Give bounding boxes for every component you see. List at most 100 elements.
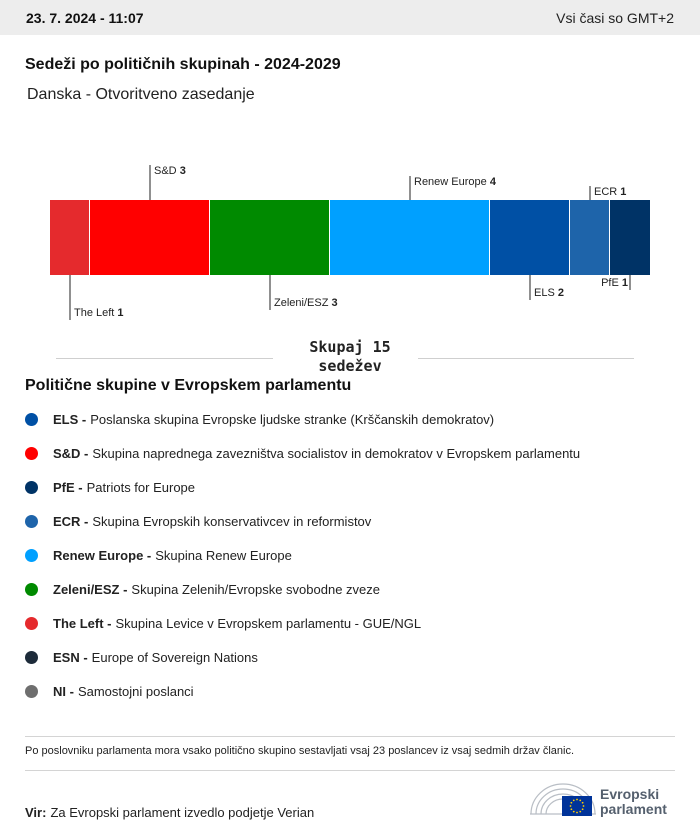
legend-name: Skupina Levice v Evropskem parlamentu - … xyxy=(115,615,422,631)
legend-dot-icon xyxy=(25,412,38,426)
bar-label-name-s-d: S&D xyxy=(154,165,180,177)
legend-abbr: Renew Europe - xyxy=(53,547,152,563)
eu-stars-icon xyxy=(569,798,585,814)
bar-label-value-els: 2 xyxy=(558,287,564,299)
legend-title: Politične skupine v Evropskem parlamentu xyxy=(25,377,352,394)
bar-label-s-d: S&D 3 xyxy=(154,165,186,177)
bar-label-name-the-left: The Left xyxy=(74,307,117,319)
bar-segment-the-left xyxy=(50,200,89,275)
eu-star xyxy=(579,810,582,813)
legend-dot-icon xyxy=(25,514,38,528)
bar-label-name-renew-europe: Renew Europe xyxy=(414,176,490,188)
legend-item: Renew Europe - Skupina Renew Europe xyxy=(25,538,580,572)
bar-segment-s-d xyxy=(90,200,209,275)
eu-star xyxy=(582,805,585,807)
legend-name: Skupina Renew Europe xyxy=(155,547,292,563)
legend-abbr: PfE - xyxy=(53,479,83,495)
bar-label-value-zeleni-esz: 3 xyxy=(331,297,337,309)
eu-star xyxy=(572,810,575,813)
bar-segment-ecr xyxy=(570,200,609,275)
legend-item: Zeleni/ESZ - Skupina Zelenih/Evropske svo… xyxy=(25,572,580,606)
chart-subtitle: Danska - Otvoritveno zasedanje xyxy=(27,86,255,103)
bar-label-renew-europe: Renew Europe 4 xyxy=(414,176,497,188)
logo-line-1: Evropski xyxy=(600,786,660,802)
logo-line-2: parlament xyxy=(600,801,667,817)
legend-dot-icon xyxy=(25,684,38,698)
total-seats-unit: sedežev xyxy=(318,357,382,375)
bar-label-name-zeleni-esz: Zeleni/ESZ xyxy=(274,297,331,309)
bar-label-value-pfe: 1 xyxy=(622,277,628,289)
bar-label-value-renew-europe: 4 xyxy=(490,176,497,188)
legend-abbr: S&D - xyxy=(53,445,89,461)
logo-text: Evropski parlament xyxy=(600,787,667,817)
eu-star xyxy=(579,799,582,802)
source: Vir: Za Evropski parlament izvedlo podjet… xyxy=(25,805,314,820)
bar-label-zeleni-esz: Zeleni/ESZ 3 xyxy=(274,297,338,309)
legend-name: Skupina Zelenih/Evropske svobodne zveze xyxy=(131,581,380,597)
legend-item: ECR - Skupina Evropskih konservativcev in… xyxy=(25,504,580,538)
bar-label-the-left: The Left 1 xyxy=(74,307,124,319)
legend-name: Poslanska skupina Evropske ljudske stran… xyxy=(90,411,495,427)
legend-item: PfE - Patriots for Europe xyxy=(25,470,580,504)
legend-dot-icon xyxy=(25,480,38,494)
eu-star xyxy=(581,808,584,811)
legend-dot-icon xyxy=(25,616,38,630)
chart-title: Sedeži po političnih skupinah - 2024-202… xyxy=(25,56,341,73)
timestamp: 23. 7. 2024 - 11:07 xyxy=(26,9,144,26)
legend-abbr: ESN - xyxy=(53,649,88,665)
bar-label-value-s-d: 3 xyxy=(180,165,186,177)
source-text: Za Evropski parlament izvedlo podjetje V… xyxy=(50,805,315,820)
legend-dot-icon xyxy=(25,650,38,664)
legend-name: Samostojni poslanci xyxy=(77,683,194,699)
legend-dot-icon xyxy=(25,548,38,562)
legend-name: Patriots for Europe xyxy=(86,479,196,495)
legend-item: The Left - Skupina Levice v Evropskem par… xyxy=(25,606,580,640)
legend-item: ELS - Poslanska skupina Evropske ljudske … xyxy=(25,402,580,436)
total-divider-right xyxy=(418,358,634,359)
total-divider-left xyxy=(56,358,273,359)
bar-label-els: ELS 2 xyxy=(534,287,564,299)
eu-star xyxy=(581,801,584,804)
bar-label-ecr: ECR 1 xyxy=(594,186,626,198)
bar-label-name-pfe: PfE xyxy=(601,277,622,289)
bar-label-name-ecr: ECR xyxy=(594,186,620,198)
legend-abbr: Zeleni/ESZ - xyxy=(53,581,128,597)
legend-abbr: The Left - xyxy=(53,615,112,631)
legend-dot-icon xyxy=(25,446,38,460)
eu-star xyxy=(572,799,575,802)
bar-segment-pfe xyxy=(610,200,650,275)
legend-item: ESN - Europe of Sovereign Nations xyxy=(25,640,580,674)
bar-segment-renew-europe xyxy=(330,200,489,275)
legend: ELS - Poslanska skupina Evropske ljudske … xyxy=(25,402,580,708)
total-seats-count: Skupaj 15 xyxy=(309,338,391,356)
legend-name: Europe of Sovereign Nations xyxy=(91,649,258,665)
legend-item: NI - Samostojni poslanci xyxy=(25,674,580,708)
bar-segment-els xyxy=(490,200,569,275)
divider-top xyxy=(25,736,675,737)
eu-star xyxy=(570,808,573,811)
bar-label-value-ecr: 1 xyxy=(620,186,626,198)
eu-flag-icon xyxy=(562,796,592,816)
legend-abbr: NI - xyxy=(53,683,74,699)
bar-segment-zeleni-esz xyxy=(210,200,329,275)
total-seats: Skupaj 15 sedežev xyxy=(275,338,425,376)
legend-name: Skupina Evropskih konservativcev in refo… xyxy=(92,513,372,529)
source-label: Vir: xyxy=(25,805,47,820)
rules-note: Po poslovniku parlamenta mora vsako poli… xyxy=(25,745,575,757)
legend-dot-icon xyxy=(25,582,38,596)
eu-star xyxy=(569,805,572,807)
eu-star xyxy=(570,801,573,804)
legend-abbr: ELS - xyxy=(53,411,87,427)
top-bar: 23. 7. 2024 - 11:07 Vsi časi so GMT+2 xyxy=(0,0,700,35)
eu-star xyxy=(576,798,578,801)
legend-name: Skupina naprednega zavezništva socialist… xyxy=(92,445,581,461)
bar-label-value-the-left: 1 xyxy=(117,307,123,319)
legend-abbr: ECR - xyxy=(53,513,89,529)
bar-label-pfe: PfE 1 xyxy=(601,277,628,289)
legend-item: S&D - Skupina naprednega zavezništva soci… xyxy=(25,436,580,470)
eu-star xyxy=(576,811,578,814)
divider-bottom xyxy=(25,770,675,771)
bar-label-name-els: ELS xyxy=(534,287,558,299)
eu-parliament-logo xyxy=(530,783,596,816)
